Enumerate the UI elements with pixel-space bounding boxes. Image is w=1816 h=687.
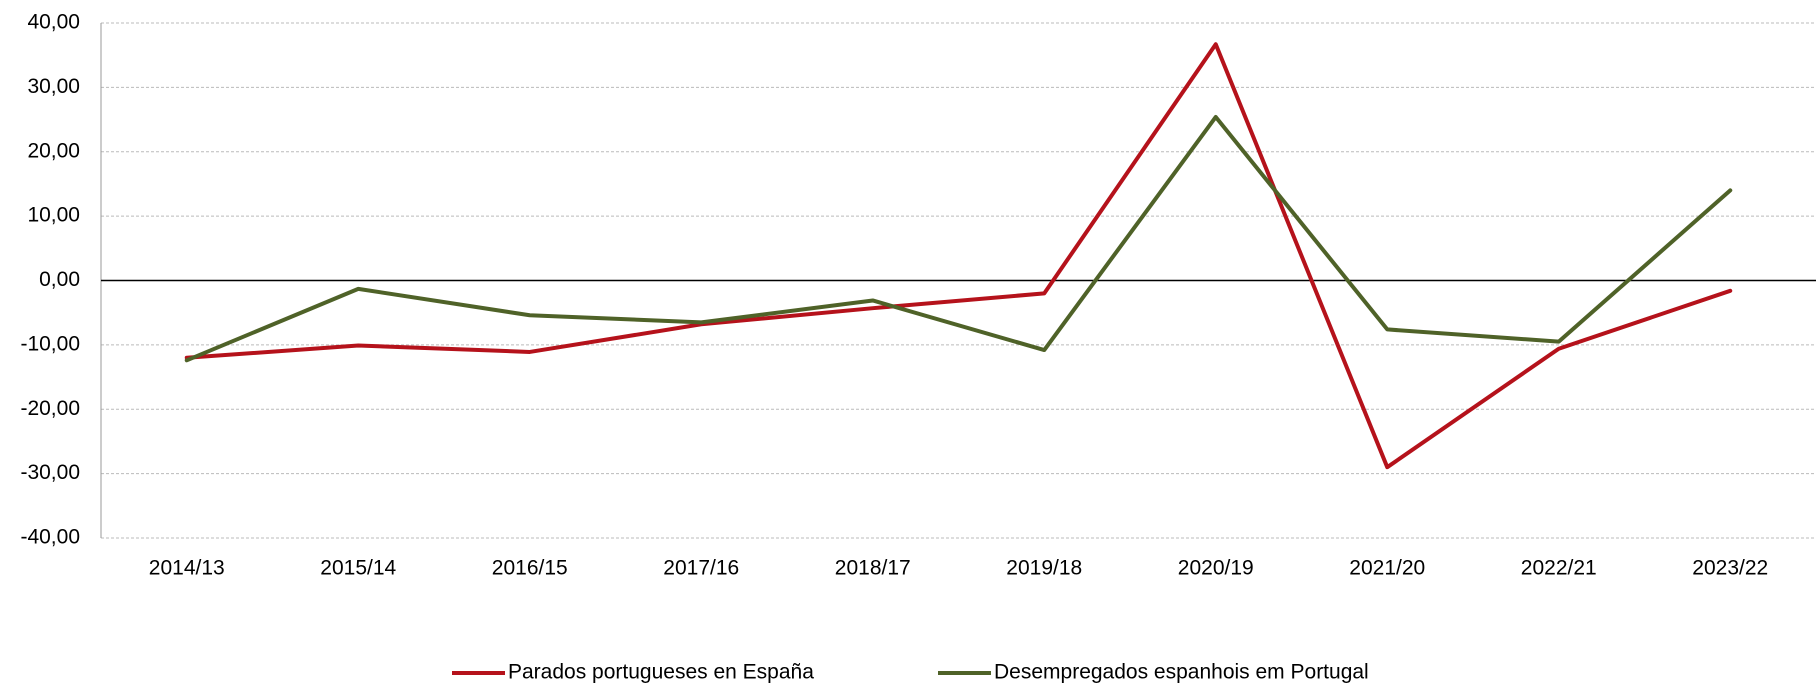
x-tick-label: 2019/18 — [1006, 557, 1082, 580]
y-tick-label: 20,00 — [27, 139, 80, 162]
y-tick-label: -10,00 — [20, 332, 80, 355]
x-tick-label: 2021/20 — [1349, 557, 1425, 580]
y-tick-label: 30,00 — [27, 75, 80, 98]
y-tick-label: 0,00 — [39, 268, 80, 291]
x-tick-label: 2020/19 — [1178, 557, 1254, 580]
legend-label: Desempregados espanhois em Portugal — [994, 661, 1369, 684]
legend-label: Parados portugueses en España — [508, 661, 814, 684]
x-tick-label: 2017/16 — [663, 557, 739, 580]
x-tick-label: 2023/22 — [1692, 557, 1768, 580]
x-tick-label: 2016/15 — [492, 557, 568, 580]
y-tick-label: -30,00 — [20, 461, 80, 484]
line-series — [184, 42, 1733, 470]
line-series — [184, 114, 1733, 363]
y-tick-label: 40,00 — [27, 11, 80, 34]
x-tick-label: 2022/21 — [1521, 557, 1597, 580]
x-tick-label: 2018/17 — [835, 557, 911, 580]
y-tick-label: -20,00 — [20, 397, 80, 420]
y-tick-label: 10,00 — [27, 204, 80, 227]
y-tick-label: -40,00 — [20, 526, 80, 549]
x-tick-label: 2014/13 — [149, 557, 225, 580]
x-tick-label: 2015/14 — [320, 557, 396, 580]
